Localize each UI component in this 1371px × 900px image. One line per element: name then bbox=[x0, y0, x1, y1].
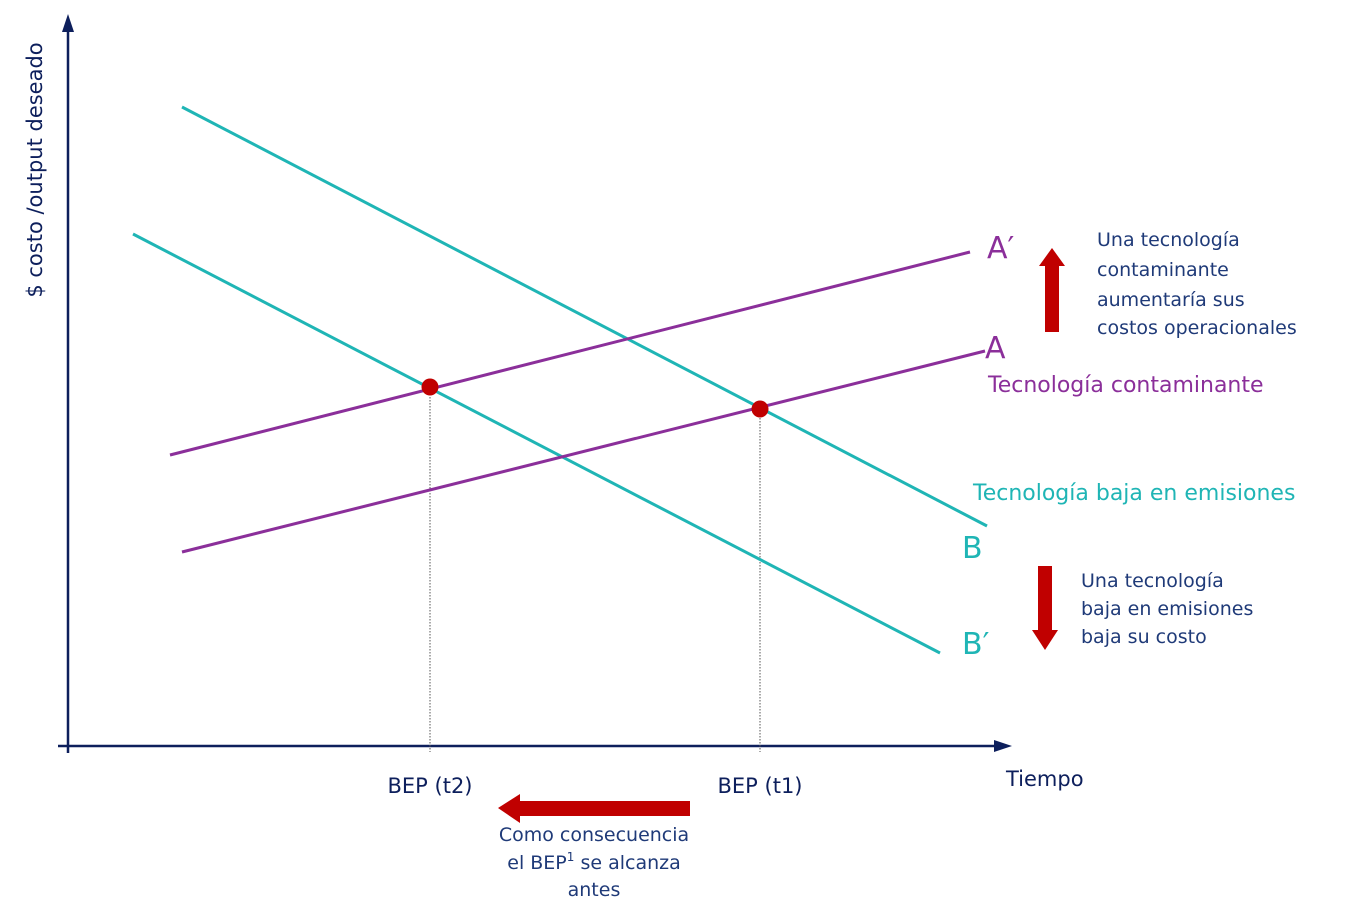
intersection-point-t1 bbox=[751, 400, 769, 418]
left-arrow-icon bbox=[498, 794, 690, 823]
bottom-note-bep: el BEP bbox=[507, 852, 567, 874]
intersection-point-t2 bbox=[421, 378, 439, 396]
down-arrow-icon bbox=[1032, 566, 1058, 650]
line-a bbox=[181, 349, 986, 554]
bottom-note-line-1: Como consecuencia bbox=[499, 824, 689, 846]
line-a-prime-label: A′ bbox=[987, 231, 1015, 266]
bottom-note-superscript: 1 bbox=[567, 850, 575, 864]
x-axis-label: Tiempo bbox=[1005, 767, 1084, 791]
bottom-note-line-3: antes bbox=[568, 879, 621, 900]
down-note-line-3: baja su costo bbox=[1081, 626, 1207, 648]
down-note-line-2: baja en emisiones bbox=[1081, 598, 1253, 620]
x-axis-arrowhead bbox=[994, 740, 1012, 752]
up-note-line-3: aumentaría sus bbox=[1097, 289, 1245, 311]
y-axis-arrowhead bbox=[62, 14, 74, 32]
y-axis-label: $ costo /output deseado bbox=[23, 42, 47, 297]
down-note-line-1: Una tecnología bbox=[1081, 570, 1224, 592]
line-a-label: A bbox=[985, 331, 1006, 366]
up-note-line-4: costos operacionales bbox=[1097, 317, 1297, 339]
bottom-note-rest: se alcanza bbox=[574, 852, 680, 874]
up-note-line-2: contaminante bbox=[1097, 259, 1229, 281]
line-b bbox=[181, 105, 988, 528]
bottom-note: Como consecuencia bbox=[499, 824, 689, 846]
up-note: Una tecnología contaminante aumentaría s… bbox=[1097, 229, 1297, 339]
up-arrow-icon bbox=[1039, 248, 1065, 332]
bep-t1-label: BEP (t1) bbox=[718, 774, 803, 798]
bep-t2-label: BEP (t2) bbox=[388, 774, 473, 798]
down-note: Una tecnología baja en emisiones baja su… bbox=[1081, 570, 1259, 648]
line-b-label: B bbox=[962, 531, 983, 566]
up-note-line-1: Una tecnología bbox=[1097, 229, 1240, 251]
polluting-tech-label: Tecnología contaminante bbox=[987, 373, 1264, 398]
line-b-prime bbox=[132, 232, 941, 655]
line-b-prime-label: B′ bbox=[962, 627, 990, 662]
low-emission-tech-label: Tecnología baja en emisiones bbox=[972, 481, 1295, 506]
bottom-note-line-2: el BEP1 se alcanza bbox=[507, 850, 681, 874]
line-a-prime bbox=[169, 250, 971, 457]
